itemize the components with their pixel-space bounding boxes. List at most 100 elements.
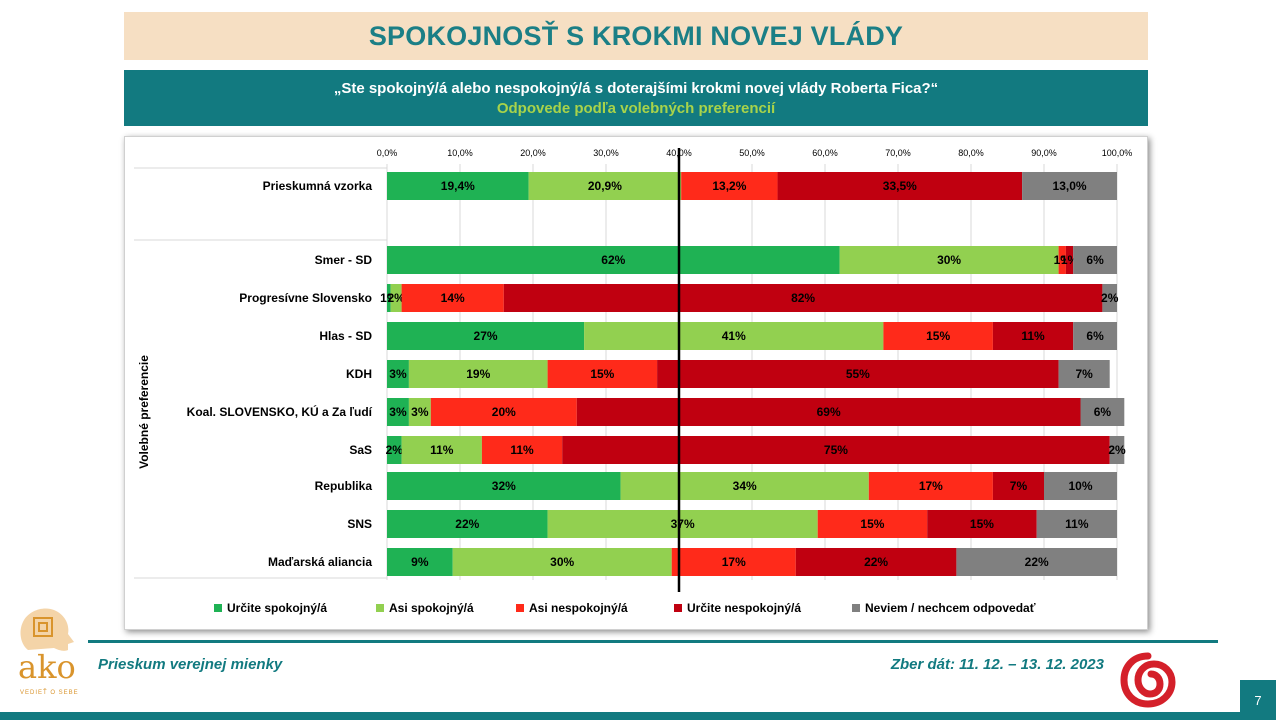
data-label: 30% — [937, 253, 961, 267]
bar-segment — [992, 322, 1074, 350]
bar-segment — [657, 360, 1059, 388]
data-label: 19% — [466, 367, 490, 381]
data-label: 6% — [1086, 253, 1104, 267]
bar-segment — [387, 172, 529, 200]
category-label: Prieskumná vzorka — [263, 179, 373, 193]
bar-segment — [401, 284, 504, 312]
legend-swatch — [674, 604, 682, 612]
stacked-bar-chart: 0,0%10,0%20,0%30,0%40,0%50,0%60,0%70,0%8… — [134, 148, 1133, 615]
category-label: SNS — [347, 517, 372, 531]
data-label: 22% — [455, 517, 479, 531]
bar-segment — [1102, 284, 1117, 312]
data-label: 41% — [722, 329, 746, 343]
category-label: Republika — [315, 479, 373, 493]
bar-segment — [927, 510, 1037, 538]
category-label: Smer - SD — [315, 253, 373, 267]
footer-divider — [88, 640, 1218, 643]
bar-segment — [620, 472, 869, 500]
data-label: 11% — [510, 443, 534, 457]
bar-segment — [1109, 436, 1125, 464]
x-tick-label: 10,0% — [447, 148, 473, 158]
footer-survey-label: Prieskum verejnej mienky — [98, 656, 283, 673]
data-label: 15% — [590, 367, 614, 381]
bar-segment — [883, 322, 993, 350]
bar-segment — [547, 360, 658, 388]
bar-segment — [408, 360, 548, 388]
ako-head-logo-icon — [20, 608, 74, 651]
x-tick-label: 70,0% — [885, 148, 911, 158]
page-title: SPOKOJNOSŤ S KROKMI NOVEJ VLÁDY — [368, 20, 904, 51]
bar-segment — [562, 436, 1110, 464]
bar-segment — [795, 548, 957, 576]
bar-segment — [1065, 246, 1074, 274]
bar-segment — [584, 322, 884, 350]
data-label: 11% — [1021, 329, 1045, 343]
category-label: Hlas - SD — [319, 329, 372, 343]
data-label: 3% — [389, 405, 407, 419]
data-label: 2% — [1108, 443, 1126, 457]
bar-segment — [817, 510, 928, 538]
bar-segment — [547, 510, 818, 538]
data-label: 9% — [411, 555, 429, 569]
category-label: SaS — [349, 443, 372, 457]
legend-swatch — [852, 604, 860, 612]
bar-segment — [681, 172, 778, 200]
bar-segment — [387, 360, 409, 388]
data-label: 6% — [1094, 405, 1112, 419]
data-label: 15% — [970, 517, 994, 531]
data-label: 2% — [386, 443, 404, 457]
data-label: 13,2% — [712, 179, 746, 193]
bar-segment — [387, 548, 453, 576]
data-label: 13,0% — [1053, 179, 1087, 193]
survey-question: „Ste spokojný/á alebo nespokojný/á s dot… — [333, 79, 939, 97]
bar-segment — [1080, 398, 1125, 426]
legend-swatch — [376, 604, 384, 612]
x-tick-label: 80,0% — [958, 148, 984, 158]
data-label: 22% — [864, 555, 888, 569]
bar-segment — [503, 284, 1103, 312]
title-banner: SPOKOJNOSŤ S KROKMI NOVEJ VLÁDY — [124, 12, 1148, 60]
bar-segment — [1073, 246, 1117, 274]
x-tick-label: 20,0% — [520, 148, 546, 158]
data-label: 20% — [492, 405, 516, 419]
category-label: KDH — [346, 367, 372, 381]
data-label: 15% — [860, 517, 884, 531]
data-label: 3% — [411, 405, 429, 419]
bar-segment — [1073, 322, 1117, 350]
data-label: 33,5% — [883, 179, 917, 193]
legend-label: Asi nespokojný/á — [529, 601, 628, 615]
data-label: 11% — [1065, 517, 1089, 531]
x-tick-label: 0,0% — [377, 148, 398, 158]
footer-date-label: Zber dát: 11. 12. – 13. 12. 2023 — [890, 656, 1104, 673]
bar-segment — [387, 436, 402, 464]
data-label: 7% — [1010, 479, 1028, 493]
bar-segment — [868, 472, 993, 500]
data-label: 11% — [430, 443, 454, 457]
bar-segment — [387, 398, 409, 426]
bar-segment — [481, 436, 563, 464]
bottom-bar — [0, 712, 1240, 720]
bar-segment — [390, 284, 402, 312]
data-label: 3% — [389, 367, 407, 381]
bar-segment — [956, 548, 1117, 576]
data-label: 55% — [846, 367, 870, 381]
data-label: 69% — [817, 405, 841, 419]
legend-label: Neviem / nechcem odpovedať — [865, 601, 1036, 615]
ako-tagline: VEDIEŤ O SEBE — [20, 690, 79, 696]
bar-segment — [1022, 172, 1117, 200]
x-tick-label: 90,0% — [1031, 148, 1057, 158]
category-label: Maďarská aliancia — [268, 555, 372, 569]
data-label: 19,4% — [441, 179, 475, 193]
bar-segment — [1044, 472, 1117, 500]
data-label: 75% — [824, 443, 848, 457]
data-label: 82% — [791, 291, 815, 305]
x-tick-label: 100,0% — [1102, 148, 1133, 158]
bar-segment — [671, 548, 796, 576]
bar-segment — [387, 322, 585, 350]
data-label: 37% — [671, 517, 695, 531]
data-label: 17% — [919, 479, 943, 493]
page-number: 7 — [1240, 680, 1276, 720]
question-banner: „Ste spokojný/á alebo nespokojný/á s dot… — [124, 70, 1148, 126]
bar-segment — [401, 436, 482, 464]
ako-logo-text: ako — [18, 648, 76, 686]
